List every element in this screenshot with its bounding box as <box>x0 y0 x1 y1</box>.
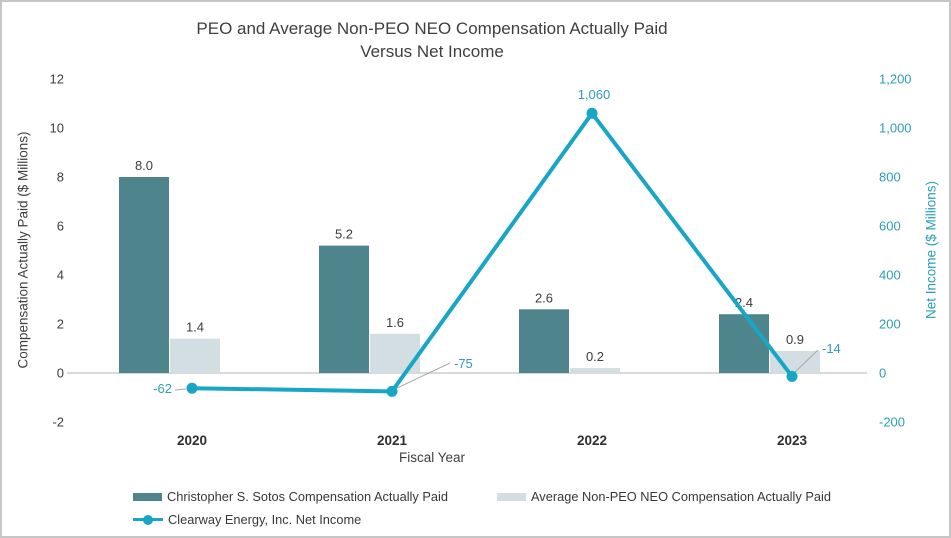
net-income-value-label: -75 <box>454 356 473 371</box>
chart-title-line1: PEO and Average Non-PEO NEO Compensation… <box>196 19 668 38</box>
bar-value-label: 0.9 <box>786 332 804 347</box>
x-tick-label: 2020 <box>177 433 207 448</box>
right-tick-label: 1,200 <box>879 72 912 87</box>
left-tick-label: 10 <box>50 121 64 136</box>
net-income-value-label: 1,060 <box>578 87 611 102</box>
neo-bar <box>770 350 820 373</box>
peo-bar <box>719 314 769 373</box>
left-tick-label: 8 <box>57 170 64 185</box>
net-income-dot-glyph <box>143 514 153 525</box>
right-tick-label: 600 <box>879 219 901 234</box>
peo-bar <box>319 245 369 373</box>
legend-label-peo: Christopher S. Sotos Compensation Actual… <box>167 489 448 504</box>
net-income-line <box>191 111 794 394</box>
right-tick-label: -200 <box>879 415 905 430</box>
right-tick-label: 200 <box>879 317 901 332</box>
legend-item-neo: Average Non-PEO NEO Compensation Actuall… <box>497 489 831 504</box>
chart-title-line2: Versus Net Income <box>360 42 504 61</box>
net-income-line-swatch <box>133 514 163 525</box>
right-tick-label: 800 <box>879 170 901 185</box>
net-income-marker <box>386 385 398 397</box>
bar-value-label: 2.6 <box>535 290 553 305</box>
neo-bar <box>170 338 220 373</box>
net-income-marker <box>786 370 798 382</box>
left-tick-label: -2 <box>52 415 64 430</box>
leader-line <box>793 349 819 374</box>
legend-item-peo: Christopher S. Sotos Compensation Actual… <box>133 489 448 504</box>
x-tick-label: 2021 <box>377 433 408 448</box>
neo-bar <box>570 368 620 373</box>
net-income-value-label: -14 <box>822 341 841 356</box>
left-tick-label: 12 <box>50 72 64 87</box>
net-income-marker <box>186 382 198 394</box>
legend-item-net-income: Clearway Energy, Inc. Net Income <box>133 512 361 527</box>
peo-bar <box>119 177 169 373</box>
chart-title: PEO and Average Non-PEO NEO Compensation… <box>2 17 862 63</box>
x-tick-label: 2022 <box>577 433 607 448</box>
left-tick-label: 6 <box>57 219 64 234</box>
right-tick-label: 400 <box>879 268 901 283</box>
legend-label-net-income: Clearway Energy, Inc. Net Income <box>168 512 362 527</box>
net-income-marker <box>586 107 598 119</box>
bar-value-label: 0.2 <box>586 349 604 364</box>
bar-value-label: 8.0 <box>135 158 153 173</box>
right-tick-label: 1,000 <box>879 121 912 136</box>
x-tick-label: 2023 <box>777 433 808 448</box>
peo-series-swatch <box>133 492 162 501</box>
left-tick-label: 0 <box>57 366 64 381</box>
neo-bar <box>370 333 420 373</box>
bar-value-label: 1.4 <box>186 320 204 335</box>
neo-series-swatch <box>497 492 526 501</box>
leader-line <box>394 362 451 390</box>
x-axis-title: Fiscal Year <box>398 450 466 465</box>
right-tick-label: 0 <box>879 366 886 381</box>
bar-value-label: 5.2 <box>335 227 353 242</box>
legend-label-neo: Average Non-PEO NEO Compensation Actuall… <box>531 489 831 504</box>
left-tick-label: 4 <box>57 268 64 283</box>
bar-value-label: 1.6 <box>386 315 404 330</box>
left-tick-label: 2 <box>57 317 64 332</box>
leader-line <box>174 388 187 391</box>
net-income-value-label: -62 <box>153 381 172 396</box>
peo-bar <box>519 309 569 373</box>
